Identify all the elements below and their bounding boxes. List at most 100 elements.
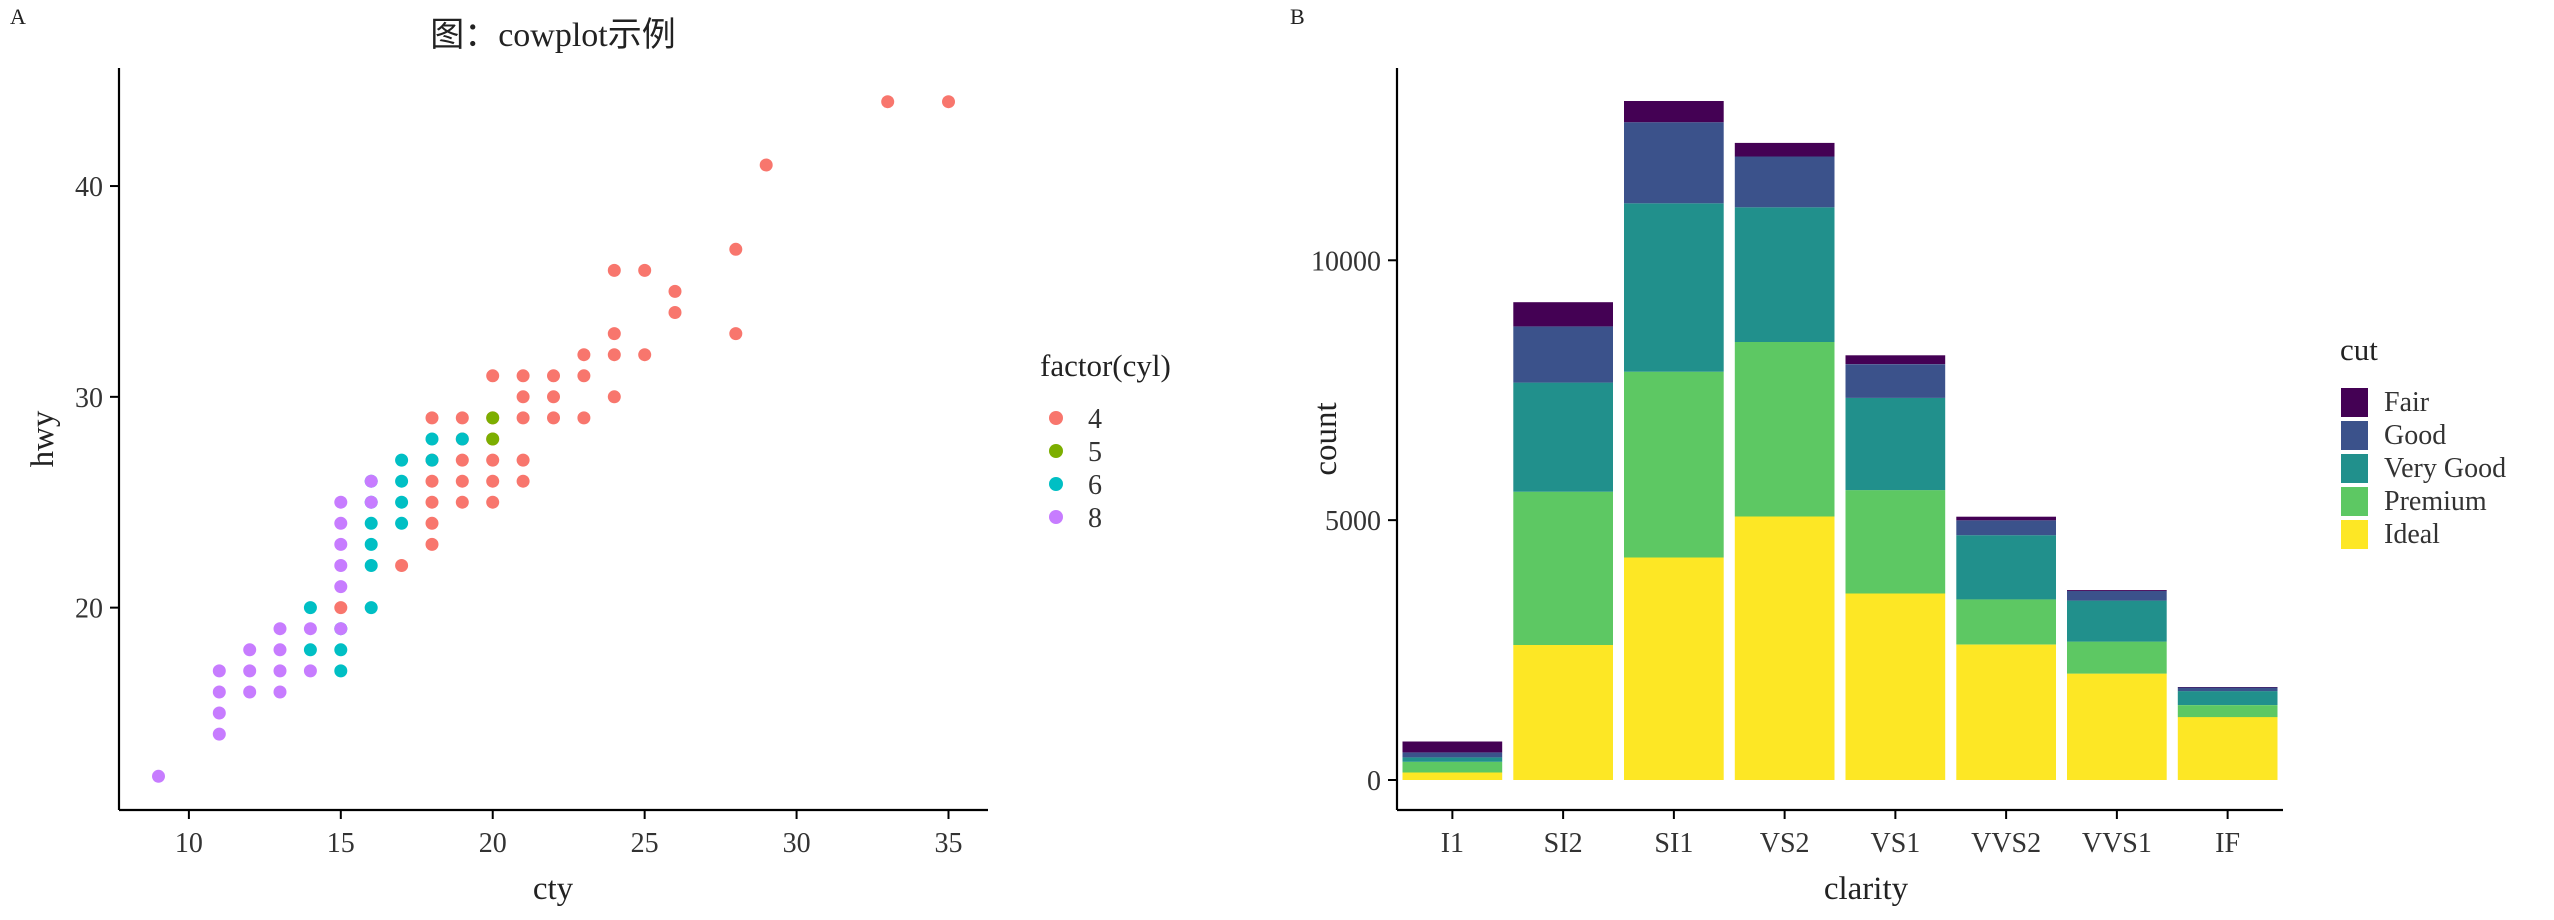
scatter-point (759, 158, 773, 172)
scatter-legend-key (1049, 444, 1063, 458)
scatter-x-ticks: 10 15 20 25 30 35 (175, 810, 963, 859)
bar-legend-label: Good (2384, 420, 2446, 451)
scatter-point (516, 453, 530, 467)
scatter-point (638, 263, 652, 277)
scatter-point (455, 453, 469, 467)
scatter-point (607, 390, 621, 404)
scatter-point (212, 685, 226, 699)
scatter-title: 图：cowplot示例 (430, 17, 676, 54)
panel-a-tag: A (10, 4, 26, 29)
scatter-point (334, 580, 348, 594)
bar-x-axis-title: clarity (1824, 871, 1909, 907)
bar-segment (2177, 691, 2278, 705)
bar-x-tick-label: VS1 (1870, 828, 1920, 859)
scatter-legend-key (1049, 510, 1063, 524)
scatter-point (577, 369, 591, 383)
panel-b-tag: B (1290, 4, 1305, 29)
bar-y-tick-label: 10000 (1311, 246, 1381, 277)
bar-legend-key (2341, 487, 2368, 516)
scatter-point (243, 643, 257, 657)
scatter-points (152, 95, 955, 783)
scatter-point (455, 474, 469, 488)
scatter-point (273, 685, 287, 699)
scatter-point (212, 664, 226, 678)
scatter-point (577, 348, 591, 362)
bar-segment (1402, 761, 1503, 773)
scatter-point (425, 516, 439, 530)
bar-x-ticks: I1 SI2 SI1 VS2 VS1 VVS2 VVS1 IF (1441, 810, 2240, 859)
bar-segment (2067, 590, 2167, 601)
bar-segments (1402, 101, 2278, 780)
scatter-legend-label: 5 (1088, 437, 1102, 468)
scatter-y-tick-label: 20 (75, 594, 103, 625)
scatter-point (486, 453, 500, 467)
bar-segment (1845, 364, 1946, 398)
scatter-point (334, 643, 348, 657)
bar-segment (2177, 687, 2278, 692)
bar-segment (1624, 557, 1724, 780)
scatter-point (425, 474, 439, 488)
scatter-point (455, 432, 469, 446)
scatter-point (547, 411, 560, 425)
scatter-y-tick-label: 40 (75, 172, 103, 203)
bar-segment (1402, 741, 1503, 753)
scatter-point (395, 495, 409, 509)
bar-x-tick-label: SI2 (1544, 828, 1583, 859)
bar-y-axis-title: count (1308, 402, 1344, 475)
panel-a-scatter: A 图：cowplot示例 10 15 20 25 30 35 20 30 40 cty hw… (10, 4, 1171, 907)
scatter-point (364, 516, 378, 530)
bar-segment (1624, 122, 1724, 204)
bar-segment (2177, 687, 2278, 688)
scatter-point (607, 348, 621, 362)
scatter-point (212, 727, 226, 741)
bar-segment (1513, 645, 1613, 780)
scatter-point (455, 411, 469, 425)
bar-y-tick-label: 0 (1367, 766, 1381, 797)
bar-legend-label: Fair (2384, 387, 2430, 418)
bar-segment (1513, 382, 1613, 492)
scatter-point (334, 664, 348, 678)
bar-segment (1956, 535, 2056, 600)
scatter-x-tick-label: 10 (175, 828, 203, 859)
bar-legend-label: Very Good (2384, 453, 2506, 484)
bar-segment (1734, 156, 1835, 208)
bar-segment (2067, 590, 2167, 591)
scatter-x-tick-label: 25 (631, 828, 659, 859)
scatter-y-tick-label: 30 (75, 383, 103, 414)
scatter-point (364, 537, 378, 551)
scatter-point (425, 537, 439, 551)
bar-segment (1734, 342, 1835, 517)
scatter-x-tick-label: 20 (479, 828, 507, 859)
bar-x-tick-label: SI1 (1654, 828, 1693, 859)
bar-segment (2177, 705, 2278, 718)
scatter-point (516, 474, 530, 488)
scatter-point (334, 516, 348, 530)
bar-segment (1402, 757, 1503, 762)
scatter-point (152, 769, 165, 783)
scatter-point (303, 643, 317, 657)
scatter-point (516, 390, 530, 404)
bar-legend-key (2341, 421, 2368, 450)
scatter-point (547, 369, 560, 383)
scatter-point (395, 559, 409, 572)
scatter-legend-title: factor(cyl) (1040, 348, 1171, 383)
scatter-legend-key (1049, 411, 1063, 425)
scatter-legend-label: 8 (1088, 503, 1102, 534)
scatter-x-tick-label: 15 (327, 828, 355, 859)
bar-segment (1734, 207, 1835, 342)
bar-x-tick-label: VS2 (1760, 828, 1810, 859)
scatter-point (395, 474, 409, 488)
bar-legend-key (2341, 454, 2368, 483)
scatter-point (881, 95, 895, 109)
bar-segment (1402, 772, 1503, 780)
bar-segment (1845, 490, 1946, 594)
scatter-point (516, 411, 530, 425)
panel-b-stacked-bar: B I1 SI2 SI1 VS2 VS1 VVS2 VVS1 IF 0 5000 10000 cl… (1290, 4, 2506, 907)
scatter-point (607, 263, 621, 277)
scatter-y-ticks: 20 30 40 (75, 172, 119, 625)
scatter-point (334, 559, 348, 572)
bar-y-ticks: 0 5000 10000 (1311, 246, 1397, 797)
bar-legend-label: Ideal (2384, 519, 2440, 550)
bar-segment (2067, 600, 2167, 642)
